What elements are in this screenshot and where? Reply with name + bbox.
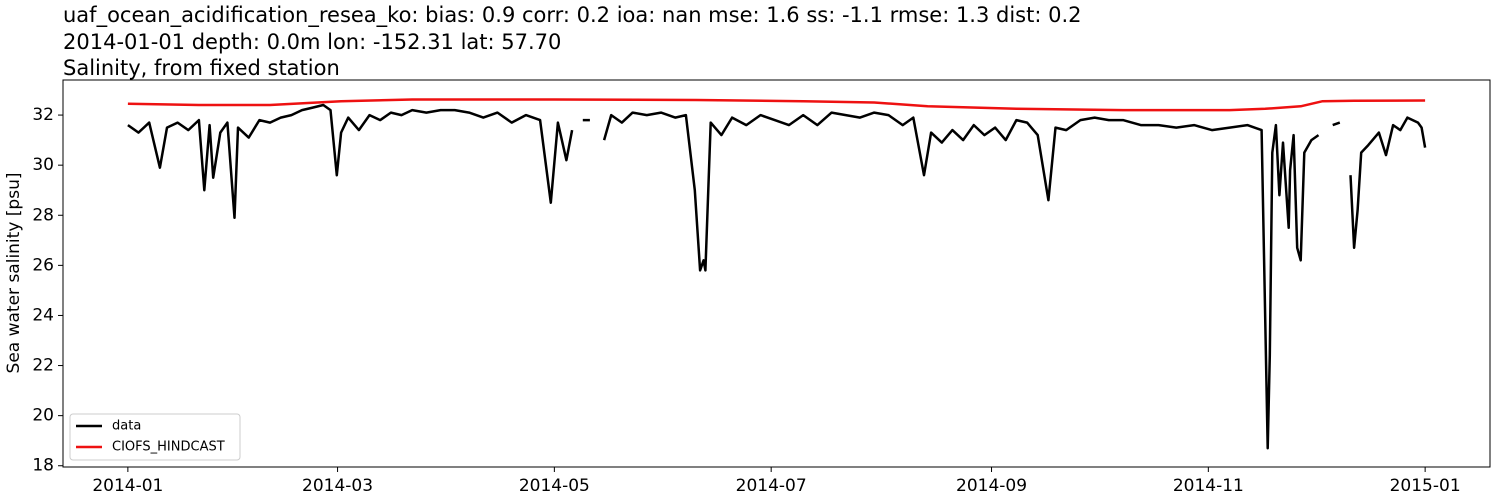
y-tick-label: 24 bbox=[32, 305, 54, 325]
x-tick-label: 2014-03 bbox=[302, 476, 373, 496]
x-tick-label: 2014-09 bbox=[956, 476, 1027, 496]
y-tick-label: 30 bbox=[32, 155, 54, 175]
y-tick-label: 22 bbox=[32, 356, 54, 376]
y-tick-label: 28 bbox=[32, 205, 54, 225]
data-line bbox=[127, 98, 1426, 112]
x-tick-label: 2014-07 bbox=[736, 476, 807, 496]
chart-subtitle: 2014-01-01 depth: 0.0m lon: -152.31 lat:… bbox=[63, 30, 561, 54]
legend-label: CIOFS_HINDCAST bbox=[112, 440, 225, 455]
y-tick-label: 20 bbox=[32, 406, 54, 426]
y-tick-label: 32 bbox=[32, 105, 54, 125]
legend-label: data bbox=[112, 419, 141, 434]
x-tick-label: 2015-01 bbox=[1390, 476, 1461, 496]
chart-subtitle: Salinity, from fixed station bbox=[63, 56, 340, 80]
data-line bbox=[127, 103, 1427, 450]
x-tick-label: 2014-05 bbox=[519, 476, 590, 496]
x-tick-label: 2014-11 bbox=[1173, 476, 1244, 496]
legend-box bbox=[69, 413, 241, 461]
plot-frame bbox=[62, 79, 1491, 468]
chart-title: uaf_ocean_acidification_resea_ko: bias: … bbox=[63, 3, 1082, 28]
y-axis-label: Sea water salinity [psu] bbox=[4, 173, 24, 374]
y-tick-label: 26 bbox=[32, 255, 54, 275]
y-tick-label: 18 bbox=[32, 456, 54, 476]
x-tick-label: 2014-01 bbox=[92, 476, 163, 496]
